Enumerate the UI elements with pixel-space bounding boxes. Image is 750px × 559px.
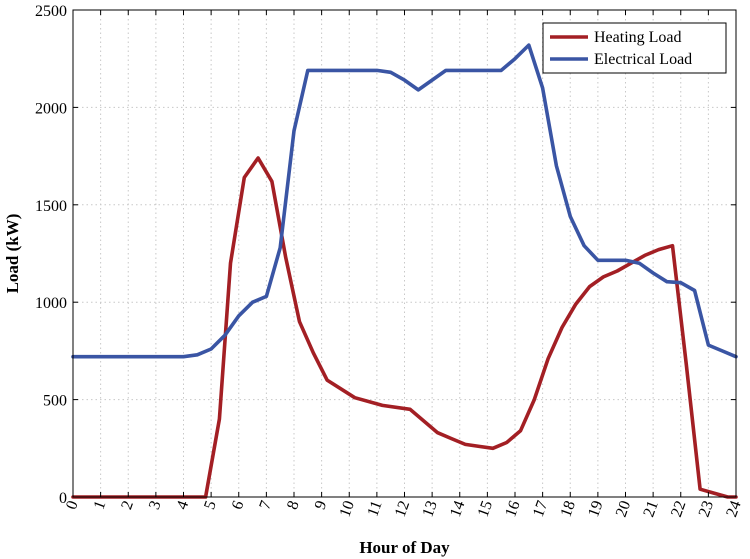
x-tick-label: 23 xyxy=(696,499,717,520)
grid xyxy=(73,10,736,497)
x-tick-label: 17 xyxy=(530,499,551,520)
x-tick-label: 2 xyxy=(118,499,137,512)
y-tick-label: 0 xyxy=(59,490,67,507)
y-tick-label: 2000 xyxy=(35,100,67,117)
y-axis-title: Load (kW) xyxy=(3,214,22,294)
x-tick-label: 3 xyxy=(146,499,165,512)
x-tick-label: 8 xyxy=(284,499,303,512)
y-tick-label: 2500 xyxy=(35,3,67,20)
x-tick-label: 0 xyxy=(63,499,82,512)
x-tick-label: 9 xyxy=(312,499,331,512)
x-tick-label: 21 xyxy=(640,499,661,520)
x-tick-label: 11 xyxy=(364,499,385,519)
y-tick-label: 500 xyxy=(43,393,67,410)
legend-box xyxy=(542,22,727,74)
x-tick-label: 1 xyxy=(91,499,110,512)
x-tick-label: 22 xyxy=(668,499,689,520)
x-tick-label: 19 xyxy=(585,499,606,520)
x-tick-label: 12 xyxy=(392,499,413,520)
y-tick-label: 1500 xyxy=(35,198,67,215)
x-axis-title: Hour of Day xyxy=(359,538,450,557)
series-lines xyxy=(71,43,738,499)
x-tick-label: 6 xyxy=(229,499,248,512)
series-line-heating-load xyxy=(71,156,738,499)
x-tick-label: 4 xyxy=(174,499,193,512)
x-tick-label: 16 xyxy=(502,499,523,520)
x-tick-label: 24 xyxy=(723,499,744,520)
x-tick-label: 20 xyxy=(613,499,634,520)
x-tick-label: 15 xyxy=(475,499,496,520)
x-tick-label: 13 xyxy=(419,499,440,520)
x-tick-label: 10 xyxy=(337,499,358,520)
legend: Heating Load Electrical Load xyxy=(542,22,727,74)
x-tick-label: 14 xyxy=(447,499,468,520)
x-tick-label: 18 xyxy=(558,499,579,520)
y-tick-label: 1000 xyxy=(35,295,67,312)
y-axis-ticks: 0 500 1000 1500 2000 2500 xyxy=(35,3,736,507)
legend-label: Heating Load xyxy=(594,29,682,46)
x-tick-label: 5 xyxy=(201,499,220,512)
legend-label: Electrical Load xyxy=(594,51,692,68)
series-line-electrical-load xyxy=(71,43,738,359)
x-tick-label: 7 xyxy=(256,499,275,512)
